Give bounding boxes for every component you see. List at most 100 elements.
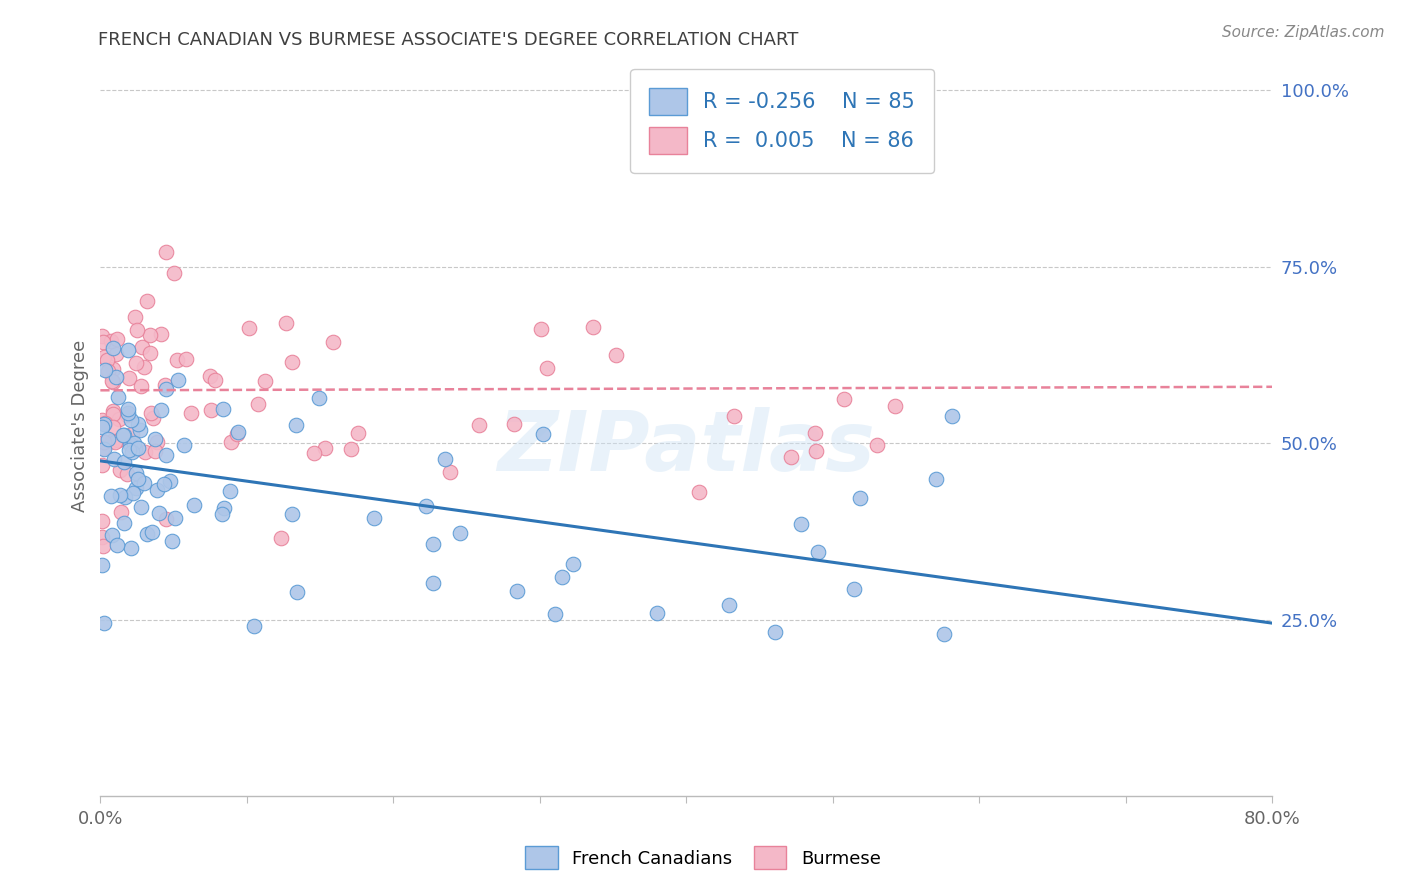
Point xyxy=(90,328,112,343)
Point xyxy=(304,446,326,460)
Point xyxy=(226,425,249,439)
Point xyxy=(204,373,226,387)
Point xyxy=(129,500,152,514)
Point xyxy=(173,438,195,452)
Point xyxy=(363,511,385,525)
Point xyxy=(159,475,181,489)
Point xyxy=(806,444,828,458)
Point xyxy=(127,442,149,456)
Point xyxy=(93,442,115,457)
Point xyxy=(529,322,551,336)
Point xyxy=(105,538,128,552)
Point xyxy=(117,343,139,358)
Point xyxy=(101,528,124,542)
Legend: French Canadians, Burmese: French Canadians, Burmese xyxy=(516,838,890,879)
Point xyxy=(139,328,162,343)
Point xyxy=(129,379,152,393)
Point xyxy=(125,481,148,495)
Point xyxy=(551,570,574,584)
Point xyxy=(415,499,437,513)
Text: ZIPatlas: ZIPatlas xyxy=(498,408,876,488)
Point xyxy=(93,434,115,449)
Point xyxy=(110,432,132,446)
Point xyxy=(281,507,304,521)
Point xyxy=(884,399,907,413)
Point xyxy=(807,545,830,559)
Point xyxy=(340,442,363,456)
Point xyxy=(90,558,112,572)
Point xyxy=(90,530,112,544)
Point xyxy=(803,425,825,440)
Point xyxy=(129,423,152,437)
Point xyxy=(132,359,155,374)
Point xyxy=(717,599,740,613)
Point xyxy=(155,377,177,392)
Point xyxy=(502,417,524,431)
Point xyxy=(121,486,143,500)
Point xyxy=(101,420,124,434)
Point xyxy=(118,443,141,458)
Point xyxy=(219,434,242,449)
Point xyxy=(108,463,131,477)
Point xyxy=(121,445,143,459)
Point xyxy=(247,397,270,411)
Point xyxy=(645,606,668,620)
Point xyxy=(183,498,205,512)
Point xyxy=(160,534,183,549)
Point xyxy=(934,627,956,641)
Point xyxy=(212,501,235,516)
Point xyxy=(468,417,491,432)
Point xyxy=(141,406,163,420)
Point xyxy=(91,441,114,455)
Point xyxy=(219,483,242,498)
Point xyxy=(136,293,159,308)
Point xyxy=(200,402,222,417)
Point xyxy=(211,508,233,522)
Point xyxy=(150,402,173,417)
Point xyxy=(166,352,188,367)
Point xyxy=(449,526,471,541)
Point xyxy=(101,375,124,389)
Point xyxy=(285,584,308,599)
Point xyxy=(439,466,461,480)
Point xyxy=(112,428,135,442)
Point xyxy=(165,511,187,525)
Point xyxy=(117,402,139,417)
Point xyxy=(314,441,336,455)
Point xyxy=(536,361,558,376)
Point xyxy=(94,363,117,377)
Point xyxy=(561,558,583,572)
Point xyxy=(433,452,456,467)
Point xyxy=(925,472,948,486)
Point xyxy=(422,575,444,590)
Point xyxy=(90,458,112,473)
Point xyxy=(155,448,177,462)
Point xyxy=(134,445,156,459)
Point xyxy=(139,345,162,359)
Point xyxy=(790,517,813,532)
Point xyxy=(174,351,197,366)
Point xyxy=(125,466,148,480)
Point xyxy=(238,321,260,335)
Point xyxy=(285,418,308,433)
Point xyxy=(131,340,153,354)
Point xyxy=(105,332,128,346)
Point xyxy=(90,412,112,426)
Legend: R = -0.256    N = 85, R =  0.005    N = 86: R = -0.256 N = 85, R = 0.005 N = 86 xyxy=(630,70,934,173)
Point xyxy=(832,392,855,406)
Point xyxy=(105,370,128,384)
Point xyxy=(136,526,159,541)
Point xyxy=(118,436,141,450)
Point xyxy=(155,382,177,396)
Text: FRENCH CANADIAN VS BURMESE ASSOCIATE'S DEGREE CORRELATION CHART: FRENCH CANADIAN VS BURMESE ASSOCIATE'S D… xyxy=(98,31,799,49)
Point xyxy=(848,491,870,505)
Point xyxy=(127,322,149,336)
Point xyxy=(101,434,124,448)
Point xyxy=(101,362,124,376)
Point xyxy=(281,355,304,369)
Point xyxy=(103,404,125,418)
Point xyxy=(143,432,166,446)
Point xyxy=(155,512,177,526)
Point xyxy=(308,392,330,406)
Point xyxy=(780,450,803,464)
